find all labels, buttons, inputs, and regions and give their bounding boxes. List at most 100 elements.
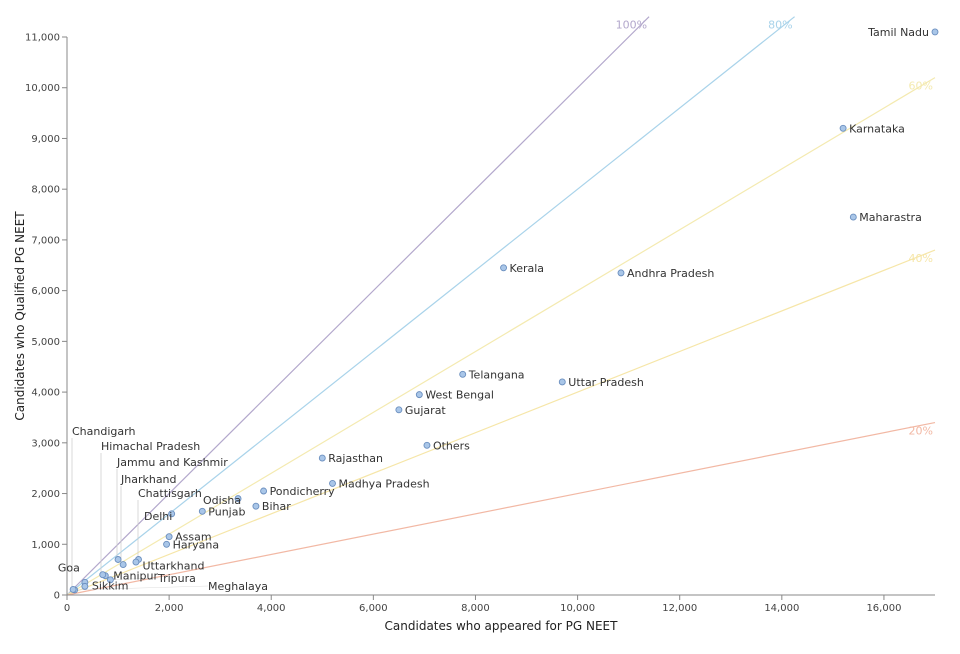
point-tripura[interactable] — [106, 576, 114, 584]
point-label-telangana: Telangana — [468, 368, 525, 381]
leader-line — [110, 577, 159, 581]
point-odisha[interactable] — [234, 495, 242, 503]
x-tick-label: 2,000 — [155, 603, 184, 614]
point-label-chandigarh: Chandigarh — [72, 425, 135, 438]
x-tick-label: 4,000 — [257, 603, 286, 614]
point-maharastra[interactable] — [849, 213, 857, 221]
x-tick-label: 0 — [64, 603, 70, 614]
point-label-assam: Assam — [175, 531, 211, 544]
data-points-group — [69, 28, 939, 594]
point-karnataka[interactable] — [839, 124, 847, 132]
point-pondicherry[interactable] — [260, 487, 268, 495]
x-tick-label: 12,000 — [662, 603, 697, 614]
point-others[interactable] — [423, 441, 431, 449]
y-tick-label: 9,000 — [31, 134, 60, 145]
point-label-uttar-pradesh: Uttar Pradesh — [568, 376, 644, 389]
point-label-himachal-pradesh: Himachal Pradesh — [101, 440, 200, 453]
point-jharkhand[interactable] — [119, 561, 127, 569]
point-uttar-pradesh[interactable] — [558, 378, 566, 386]
point-label-jammu-and-kashmir: Jammu and Kashmir — [116, 456, 228, 469]
point-delhi[interactable] — [168, 510, 176, 518]
point-label-tripura: Tripura — [157, 572, 196, 585]
x-axis-title: Candidates who appeared for PG NEET — [385, 619, 619, 633]
reference-line-label: 60% — [909, 80, 933, 93]
point-jammu-and-kashmir[interactable] — [114, 556, 122, 563]
y-tick-label: 6,000 — [31, 286, 60, 297]
point-label-meghalaya: Meghalaya — [208, 580, 268, 593]
x-tick-label: 14,000 — [764, 603, 799, 614]
point-tamil-nadu[interactable] — [931, 28, 939, 36]
point-label-jharkhand: Jharkhand — [120, 473, 177, 486]
reference-line-60 — [66, 77, 936, 596]
point-label-gujarat: Gujarat — [405, 404, 447, 417]
point-kerala[interactable] — [500, 264, 508, 272]
point-label-maharastra: Maharastra — [859, 211, 922, 224]
point-label-goa: Goa — [58, 561, 80, 574]
point-haryana[interactable] — [163, 540, 171, 548]
point-rajasthan[interactable] — [318, 454, 326, 462]
y-tick-label: 4,000 — [31, 388, 60, 399]
x-tick-label: 16,000 — [866, 603, 901, 614]
point-chandigarh[interactable] — [69, 585, 77, 593]
x-tick-label: 8,000 — [461, 603, 490, 614]
y-tick-label: 3,000 — [31, 438, 60, 449]
reference-line-label: 80% — [768, 19, 792, 32]
reference-line-80 — [66, 16, 795, 596]
point-label-madhya-pradesh: Madhya Pradesh — [339, 477, 430, 490]
point-label-west-bengal: West Bengal — [425, 389, 494, 402]
reference-line-40 — [66, 249, 936, 596]
reference-line-label: 40% — [909, 252, 933, 265]
point-west-bengal[interactable] — [415, 391, 423, 399]
reference-lines-group: 100% 80% 60% 40% 20% — [66, 16, 936, 596]
y-axis-title: Candidates who Qualified PG NEET — [13, 211, 27, 421]
reference-line-label: 100% — [616, 19, 647, 32]
leader-line — [202, 498, 239, 501]
point-label-kerala: Kerala — [510, 262, 545, 275]
axes-group: 0 2,000 4,000 6,000 8,000 10,000 12,000 14,000 1… — [25, 33, 935, 614]
point-madhya-pradesh[interactable] — [329, 479, 336, 487]
y-tick-label: 8,000 — [31, 185, 60, 196]
y-tick-label: 0 — [54, 591, 60, 602]
point-labels-group: Tamil Nadu Karnataka Maharastra Kerala Andhr… — [58, 26, 929, 593]
reference-line-20 — [66, 421, 936, 596]
point-label-punjab: Punjab — [208, 505, 245, 518]
point-label-bihar: Bihar — [262, 500, 291, 513]
point-label-odisha: Odisha — [203, 494, 241, 507]
y-tick-label: 5,000 — [31, 337, 60, 348]
y-tick-label: 11,000 — [25, 33, 60, 44]
point-punjab[interactable] — [198, 507, 206, 515]
x-tick-label: 6,000 — [359, 603, 388, 614]
x-tick-label: 10,000 — [560, 603, 595, 614]
reference-line-label: 20% — [909, 425, 933, 438]
point-sikkim[interactable] — [81, 582, 89, 590]
point-label-andhra-pradesh: Andhra Pradesh — [627, 267, 714, 280]
point-label-pondicherry: Pondicherry — [270, 485, 336, 498]
point-label-rajasthan: Rajasthan — [328, 452, 383, 465]
y-tick-label: 10,000 — [25, 83, 60, 94]
point-label-others: Others — [433, 439, 470, 452]
point-bihar[interactable] — [252, 502, 260, 510]
point-label-tamil-nadu: Tamil Nadu — [867, 26, 929, 39]
point-label-delhi: Delhi — [144, 510, 172, 523]
point-label-chattisgarh: Chattisgarh — [138, 487, 202, 500]
point-andhra-pradesh[interactable] — [617, 269, 625, 277]
point-himachal-pradesh[interactable] — [99, 571, 107, 579]
y-tick-label: 1,000 — [31, 540, 60, 551]
point-gujarat[interactable] — [395, 406, 403, 414]
point-assam[interactable] — [165, 533, 173, 541]
point-telangana[interactable] — [459, 370, 467, 378]
reference-line-100 — [66, 16, 650, 596]
y-tick-label: 2,000 — [31, 489, 60, 500]
leader-lines-group — [71, 438, 239, 591]
point-label-haryana: Haryana — [173, 538, 220, 551]
leader-line — [74, 585, 209, 591]
leader-line — [143, 513, 172, 517]
y-tick-label: 7,000 — [31, 235, 60, 246]
point-chattisgarh[interactable] — [132, 558, 140, 566]
point-label-uttarkhand: Uttarkhand — [142, 559, 204, 572]
point-label-karnataka: Karnataka — [849, 122, 905, 135]
point-label-sikkim: Sikkim — [92, 579, 129, 592]
point-label-manipur: Manipur — [113, 570, 158, 583]
